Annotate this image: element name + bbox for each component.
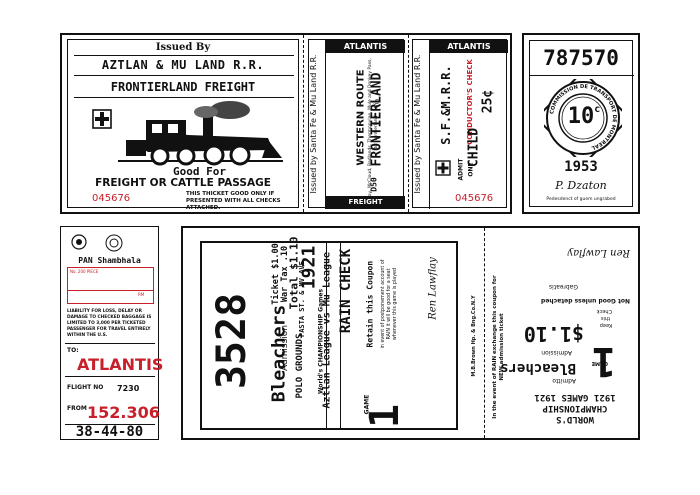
santa-fe-cross-icon [92, 109, 112, 129]
admit-label: ADMIT [457, 158, 465, 181]
tag-from-label: FROM [67, 405, 87, 412]
conductor-header: ATLANTIS [430, 40, 508, 53]
validity-notice: THIS THICKET GOOD ONLY IF PRESENTED WITH… [186, 191, 281, 211]
conductor-cross-icon [435, 160, 451, 176]
tag-liability-notice: LIABILITY FOR LOSS, DELAY OR DAMAGE TO C… [67, 309, 152, 338]
tag-emblem-icon [71, 234, 87, 250]
stub-line-worlds: WORLD'S [556, 414, 594, 424]
aztlan-freight-ticket: Issued By AZTLAN & MU LAND R.R. FRONTIER… [60, 33, 512, 214]
rain-check-main: 3528 Bleachers Admission Ticket $1.00 Wa… [200, 237, 458, 430]
token-year: 1953 [564, 159, 598, 175]
retain-fine-print: in event of postponement account of RAIN… [381, 259, 398, 349]
conductor-serial: 045676 [455, 193, 494, 204]
rain-check-signature: Ren Lawflay [427, 257, 439, 320]
ticket-title: FRONTIERLAND FREIGHT [110, 80, 256, 94]
serial-number: 045676 [92, 193, 131, 204]
teams: Aztlan League vs Mu League [321, 251, 333, 409]
stub-keep: Keep [599, 322, 612, 328]
conductor-issuer-side: Issued by Santa Fe & Mu Land R.R. [413, 54, 422, 194]
stub-issuer-side: Issued by Santa Fe & Mu Land R.R. [309, 54, 318, 194]
tag-flight-number: 7230 [117, 384, 140, 393]
rain-check-stub: WORLD'S CHAMPIONSHIP 1921 GAMES 1921 Adm… [487, 228, 638, 438]
token-value-cents: c [594, 104, 601, 115]
one-label: ONE [467, 162, 475, 177]
transit-token-ticket: 787570 COMMISSION DE TRANSPORT DE MONTRE… [522, 33, 640, 214]
baggage-tag: PAN Shambhala No. 200 PIECE RM LIABILITY… [60, 226, 163, 440]
fare-value: 25¢ [480, 89, 496, 114]
stub-header: ATLANTIS [326, 40, 405, 53]
stub-game-number: 1 [591, 338, 616, 384]
token-seal: COMMISSION DE TRANSPORT DE MONTREAL [534, 69, 632, 167]
good-for-label: Good For [173, 165, 226, 178]
conductor-railroad: S.F.&M.R.R. [439, 65, 453, 145]
stub-footer: FREIGHT [326, 196, 405, 209]
western-route-stub: Issued by Santa Fe & Mu Land R.R. ATLANT… [308, 39, 405, 209]
issued-by-label: Issued By [155, 42, 211, 53]
stub-this: this [600, 315, 610, 321]
route-code: D50 [369, 177, 379, 192]
token-value-number: 10 [567, 104, 595, 129]
tag-origin: 152.306 [87, 403, 160, 422]
token-footer: Pedesdenct of guem ungrabed [546, 197, 616, 202]
stub-admit: Admitto [552, 377, 576, 384]
token-value: 10c [561, 104, 607, 129]
rain-check-ticket: 3528 Bleachers Admission Ticket $1.00 Wa… [181, 226, 640, 440]
stub-place: Gabreatis [549, 283, 578, 290]
tag-rm-field: RM [138, 292, 145, 297]
stub-line-championship: CHAMPIONSHIP [542, 403, 608, 413]
ticket-number: 3528 [209, 292, 255, 390]
tag-destination: ATLANTIS [77, 355, 164, 374]
stub-line-games: 1921 GAMES 1921 [534, 392, 616, 402]
printer-credit: M.B.Brown Hp. & Bng.Co.N.Y [471, 295, 477, 377]
tag-piece-field: No. 200 PIECE [70, 269, 99, 274]
stub-admission: Admission [541, 349, 572, 356]
tag-eyelet-icon [105, 234, 123, 252]
locomotive-illustration [118, 100, 283, 174]
stub-section: Bleachers [500, 360, 576, 376]
conductor-check-stub: Issued by Santa Fe & Mu Land R.R. ATLANT… [412, 39, 508, 209]
stub-not-good: Not Good unless detached [540, 297, 630, 304]
token-number: 787570 [543, 46, 619, 70]
passage-type: FREIGHT OR CATTLE PASSAGE [95, 177, 271, 189]
railroad-name: AZTLAN & MU LAND R.R. [101, 58, 265, 72]
stub-exchange-notice: In the event of RAIN exchange this coupo… [492, 275, 505, 419]
stub-check: Check [596, 308, 612, 314]
retain-coupon: Retain this Coupon [365, 260, 375, 348]
stub-price: $1.10 [523, 322, 584, 346]
token-signature: P. Dzaton [555, 179, 607, 192]
game-number: 1 [362, 403, 408, 429]
tag-bottom-code: 38-44-80 [75, 424, 144, 440]
route-label: WESTERN ROUTE [355, 69, 367, 166]
rain-check-label: RAIN CHECK [338, 248, 354, 334]
tag-to-label: TO: [67, 347, 79, 354]
stub-signature: Ren Lawflay [567, 247, 630, 258]
tag-company: PAN Shambhala [78, 256, 141, 265]
game-year: 1921 [298, 245, 320, 290]
tag-flight-label: FLIGHT NO [67, 384, 104, 391]
aztlan-main-panel: Issued By AZTLAN & MU LAND R.R. FRONTIER… [67, 39, 299, 211]
admission-label: Admission [280, 324, 290, 372]
